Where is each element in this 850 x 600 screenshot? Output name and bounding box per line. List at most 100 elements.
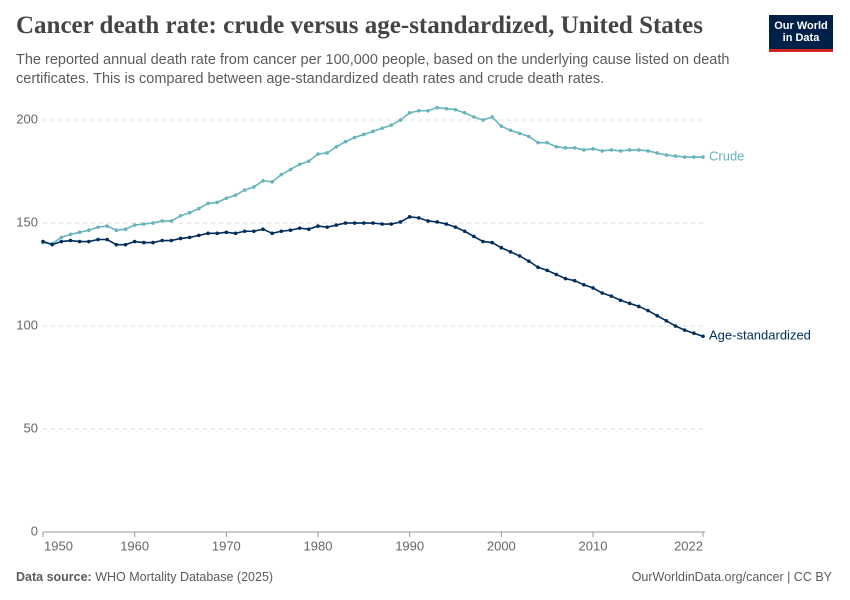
data-point bbox=[233, 231, 238, 236]
data-point bbox=[160, 219, 164, 223]
data-point bbox=[151, 221, 155, 225]
data-point bbox=[646, 308, 650, 313]
data-point bbox=[527, 259, 531, 263]
source-label: Data source: bbox=[16, 570, 92, 584]
data-point bbox=[435, 105, 439, 110]
data-point bbox=[572, 278, 577, 283]
data-point bbox=[352, 221, 357, 225]
data-point bbox=[472, 234, 476, 239]
data-point bbox=[637, 148, 641, 152]
data-point bbox=[187, 235, 192, 240]
y-tick-label: 100 bbox=[16, 317, 38, 332]
data-point bbox=[527, 134, 531, 139]
data-point bbox=[242, 229, 247, 234]
data-point bbox=[307, 227, 311, 231]
data-point bbox=[609, 148, 614, 152]
data-point bbox=[472, 115, 476, 119]
data-point bbox=[517, 254, 522, 258]
data-point bbox=[197, 206, 201, 211]
data-point bbox=[673, 324, 678, 328]
data-point bbox=[407, 215, 412, 219]
data-point bbox=[417, 216, 421, 220]
data-point bbox=[371, 221, 375, 225]
data-point bbox=[618, 149, 623, 153]
data-point bbox=[453, 225, 458, 229]
data-point bbox=[444, 222, 449, 226]
data-point bbox=[499, 245, 504, 250]
data-point bbox=[352, 135, 357, 140]
data-point bbox=[288, 228, 293, 233]
data-point bbox=[105, 237, 109, 242]
data-point bbox=[288, 167, 293, 172]
y-tick-label: 50 bbox=[24, 420, 38, 435]
data-point bbox=[481, 239, 485, 244]
data-point bbox=[334, 144, 339, 149]
data-point bbox=[444, 106, 449, 111]
data-point bbox=[87, 239, 91, 244]
data-point bbox=[169, 238, 174, 243]
data-point bbox=[389, 123, 394, 127]
data-point bbox=[206, 201, 210, 206]
data-point bbox=[279, 229, 284, 234]
y-tick-label: 0 bbox=[31, 523, 38, 538]
data-point bbox=[215, 231, 219, 236]
data-point bbox=[435, 220, 439, 224]
data-point bbox=[637, 304, 641, 309]
data-point bbox=[132, 223, 137, 227]
data-point bbox=[114, 242, 119, 247]
data-point bbox=[398, 118, 403, 122]
data-point bbox=[462, 111, 467, 115]
y-tick-label: 150 bbox=[16, 214, 38, 229]
data-point bbox=[307, 159, 311, 164]
data-point bbox=[417, 108, 421, 113]
data-point bbox=[343, 221, 348, 225]
data-point bbox=[252, 185, 256, 189]
logo[interactable]: Our World in Data bbox=[769, 15, 833, 52]
data-point bbox=[151, 240, 155, 245]
data-point bbox=[600, 149, 604, 153]
data-point bbox=[316, 224, 320, 228]
series-label: Crude bbox=[709, 149, 744, 164]
data-point bbox=[407, 111, 412, 115]
data-point bbox=[536, 140, 540, 145]
data-point bbox=[261, 178, 265, 183]
data-point bbox=[508, 128, 513, 133]
data-point bbox=[499, 124, 504, 128]
data-point bbox=[545, 140, 549, 145]
data-point bbox=[343, 139, 348, 144]
data-point bbox=[252, 229, 256, 234]
chart-title: Cancer death rate: crude versus age-stan… bbox=[16, 12, 703, 39]
data-point bbox=[701, 155, 705, 159]
data-point bbox=[316, 152, 320, 156]
data-point bbox=[536, 265, 540, 270]
data-point bbox=[380, 126, 384, 131]
data-point bbox=[426, 219, 430, 223]
x-tick-label: 2010 bbox=[579, 538, 608, 553]
x-tick-label: 2022 bbox=[674, 538, 703, 553]
data-point bbox=[692, 155, 696, 159]
source-text: WHO Mortality Database (2025) bbox=[95, 570, 274, 584]
data-point bbox=[582, 283, 586, 287]
data-point bbox=[215, 200, 219, 205]
data-point bbox=[664, 319, 669, 323]
data-point bbox=[242, 188, 247, 192]
data-point bbox=[114, 228, 119, 233]
data-point bbox=[692, 331, 696, 336]
data-point bbox=[123, 227, 128, 231]
x-tick-label: 1960 bbox=[120, 538, 149, 553]
data-point bbox=[142, 222, 146, 226]
data-point bbox=[68, 238, 73, 243]
data-point bbox=[178, 214, 183, 218]
data-point bbox=[270, 231, 274, 236]
data-point bbox=[563, 146, 568, 150]
data-point bbox=[646, 149, 650, 153]
x-tick-label: 1950 bbox=[44, 538, 73, 553]
credit[interactable]: OurWorldinData.org/cancer | CC BY bbox=[631, 570, 832, 584]
data-point bbox=[701, 334, 705, 339]
data-point bbox=[462, 229, 467, 234]
data-point bbox=[297, 162, 302, 167]
series-label: Age-standardized bbox=[709, 328, 811, 343]
data-point bbox=[508, 250, 513, 254]
data-point bbox=[77, 230, 82, 235]
data-point bbox=[96, 225, 100, 229]
